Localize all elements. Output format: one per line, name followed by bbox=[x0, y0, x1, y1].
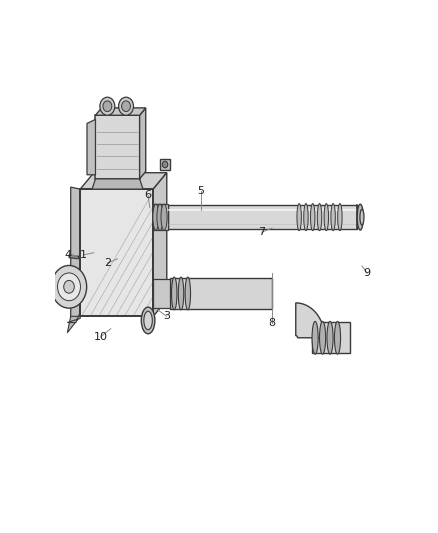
Ellipse shape bbox=[311, 204, 315, 231]
Polygon shape bbox=[170, 278, 272, 309]
Text: 6: 6 bbox=[145, 190, 152, 200]
Text: 10: 10 bbox=[94, 332, 108, 342]
Polygon shape bbox=[71, 187, 80, 318]
Circle shape bbox=[64, 280, 74, 293]
Polygon shape bbox=[153, 279, 170, 308]
Polygon shape bbox=[169, 205, 357, 229]
Polygon shape bbox=[312, 322, 350, 353]
Ellipse shape bbox=[157, 204, 163, 230]
Polygon shape bbox=[153, 204, 169, 230]
Polygon shape bbox=[87, 119, 95, 175]
Polygon shape bbox=[296, 303, 325, 338]
Ellipse shape bbox=[312, 321, 318, 354]
Circle shape bbox=[51, 265, 87, 308]
Polygon shape bbox=[95, 108, 146, 115]
Polygon shape bbox=[69, 255, 78, 259]
Text: 2: 2 bbox=[104, 258, 111, 268]
Ellipse shape bbox=[161, 204, 167, 230]
Polygon shape bbox=[80, 173, 167, 189]
Text: 8: 8 bbox=[268, 318, 276, 327]
Ellipse shape bbox=[153, 204, 159, 230]
Polygon shape bbox=[140, 108, 146, 179]
Circle shape bbox=[57, 273, 81, 301]
Ellipse shape bbox=[360, 209, 364, 225]
Ellipse shape bbox=[144, 311, 152, 330]
Circle shape bbox=[162, 161, 168, 168]
Polygon shape bbox=[160, 159, 170, 170]
Text: 4: 4 bbox=[65, 250, 72, 260]
Text: 7: 7 bbox=[258, 227, 265, 237]
Polygon shape bbox=[80, 189, 153, 317]
Text: 9: 9 bbox=[364, 268, 371, 278]
Ellipse shape bbox=[317, 204, 322, 231]
Text: 5: 5 bbox=[197, 186, 204, 196]
Ellipse shape bbox=[357, 204, 363, 230]
Circle shape bbox=[103, 101, 112, 111]
Ellipse shape bbox=[327, 321, 333, 354]
Ellipse shape bbox=[331, 204, 336, 231]
Circle shape bbox=[100, 97, 115, 115]
Ellipse shape bbox=[178, 277, 184, 310]
Polygon shape bbox=[95, 115, 140, 179]
Ellipse shape bbox=[319, 321, 325, 354]
Text: 1: 1 bbox=[80, 250, 87, 260]
Ellipse shape bbox=[185, 277, 191, 310]
Circle shape bbox=[119, 97, 134, 115]
Polygon shape bbox=[67, 317, 80, 333]
Text: 3: 3 bbox=[163, 311, 170, 321]
Ellipse shape bbox=[304, 204, 308, 231]
Ellipse shape bbox=[297, 204, 301, 231]
Ellipse shape bbox=[335, 321, 341, 354]
Ellipse shape bbox=[141, 307, 155, 334]
Polygon shape bbox=[67, 312, 80, 322]
Polygon shape bbox=[153, 173, 167, 317]
Ellipse shape bbox=[324, 204, 328, 231]
Ellipse shape bbox=[338, 204, 342, 231]
Circle shape bbox=[122, 101, 131, 111]
Polygon shape bbox=[92, 179, 143, 189]
Ellipse shape bbox=[172, 277, 177, 310]
